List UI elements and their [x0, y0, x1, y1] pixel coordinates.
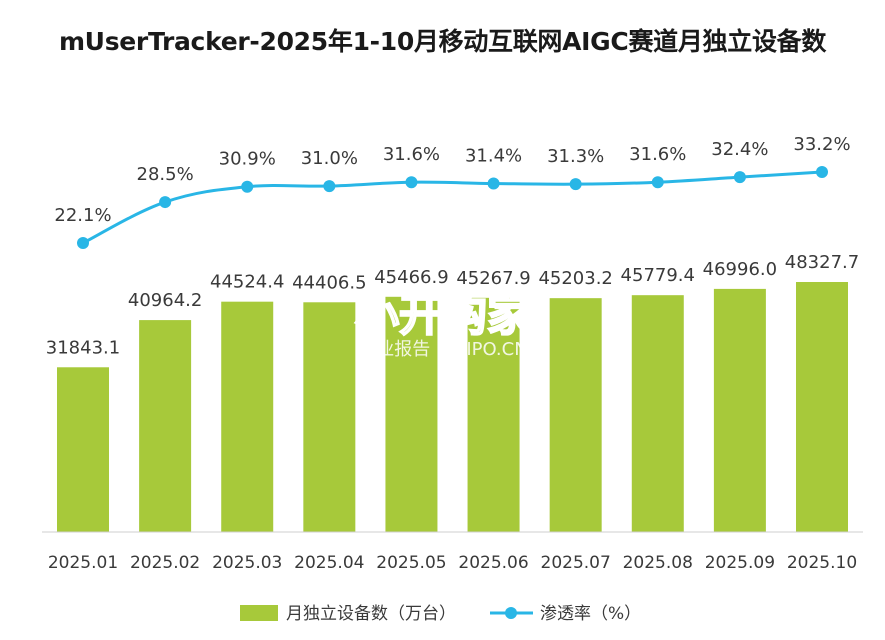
penetration-line: [82, 170, 823, 245]
bar-value-label: 31843.1: [46, 337, 120, 358]
bar-series: [57, 282, 848, 532]
bar-value-label: 45267.9: [456, 268, 530, 289]
bar-value-label: 45466.9: [374, 267, 448, 288]
bar-value-label: 44406.5: [292, 272, 366, 293]
x-tick-label: 2025.08: [623, 553, 693, 573]
line-value-label: 31.3%: [547, 146, 604, 167]
bar: [139, 320, 192, 532]
bar: [467, 297, 520, 532]
legend-line-marker: [505, 607, 517, 619]
line-point: [323, 180, 336, 193]
x-tick-label: 2025.06: [458, 553, 528, 573]
line-series: [77, 166, 828, 249]
bar-value-label: 40964.2: [128, 290, 202, 311]
watermark-main-text: 小开购家: [355, 290, 531, 341]
line-point: [159, 196, 172, 209]
bar: [796, 282, 848, 532]
line-value-labels: 22.1% 28.5% 30.9% 31.0% 31.6% 31.4% 31.3% 31.6%…: [54, 134, 850, 226]
line-value-label: 33.2%: [793, 134, 850, 155]
bar: [713, 288, 766, 532]
x-tick-label: 2025.03: [212, 553, 282, 573]
line-value-label: 22.1%: [54, 205, 111, 226]
line-value-label: 30.9%: [219, 149, 276, 170]
line-value-label: 28.5%: [137, 164, 194, 185]
bar-value-label: 46996.0: [703, 259, 777, 280]
bar-value-label: 48327.7: [785, 252, 859, 273]
x-tick-label: 2025.10: [787, 553, 857, 573]
chart-title: mUserTracker-2025年1-10月移动互联网AIGC赛道月独立设备数: [58, 27, 827, 56]
line-point: [569, 178, 582, 191]
watermark-sub-text: 行业报告 IPOIPO.CN: [358, 339, 527, 360]
x-tick-label: 2025.01: [48, 553, 118, 573]
x-axis-tick-labels: 2025.01 2025.02 2025.03 2025.04 2025.05 2025.…: [48, 553, 857, 573]
bar: [221, 301, 274, 532]
x-tick-label: 2025.02: [130, 553, 200, 573]
legend-line-label: 渗透率（%）: [540, 604, 641, 624]
bar: [549, 298, 602, 532]
x-tick-label: 2025.04: [294, 553, 364, 573]
line-value-label: 31.6%: [629, 144, 686, 165]
line-value-label: 31.4%: [465, 146, 522, 167]
watermark: 小开购家 行业报告 IPOIPO.CN: [354, 289, 532, 360]
line-point: [487, 177, 500, 190]
line-value-label: 32.4%: [711, 139, 768, 160]
x-tick-label: 2025.07: [541, 553, 611, 573]
line-point: [651, 176, 664, 189]
bar: [57, 367, 109, 532]
legend: 月独立设备数（万台） 渗透率（%）: [240, 604, 641, 624]
line-point: [816, 166, 828, 178]
line-point: [733, 171, 746, 184]
bar: [385, 296, 438, 532]
x-tick-label: 2025.05: [376, 553, 446, 573]
bar-value-label: 45779.4: [621, 265, 695, 286]
line-value-label: 31.6%: [383, 144, 440, 165]
legend-bar-swatch: [240, 605, 278, 621]
bar-value-label: 44524.4: [210, 272, 284, 293]
bar-value-label: 45203.2: [538, 268, 612, 289]
line-point: [405, 176, 418, 189]
line-value-label: 31.0%: [301, 148, 358, 169]
x-tick-label: 2025.09: [705, 553, 775, 573]
bar: [303, 302, 356, 532]
bar: [631, 295, 684, 532]
bar-value-labels: 31843.1 40964.2 44524.4 44406.5 45466.9 45267…: [46, 252, 859, 358]
line-point: [77, 237, 89, 249]
legend-bar-label: 月独立设备数（万台）: [286, 604, 456, 624]
line-point: [241, 180, 254, 193]
